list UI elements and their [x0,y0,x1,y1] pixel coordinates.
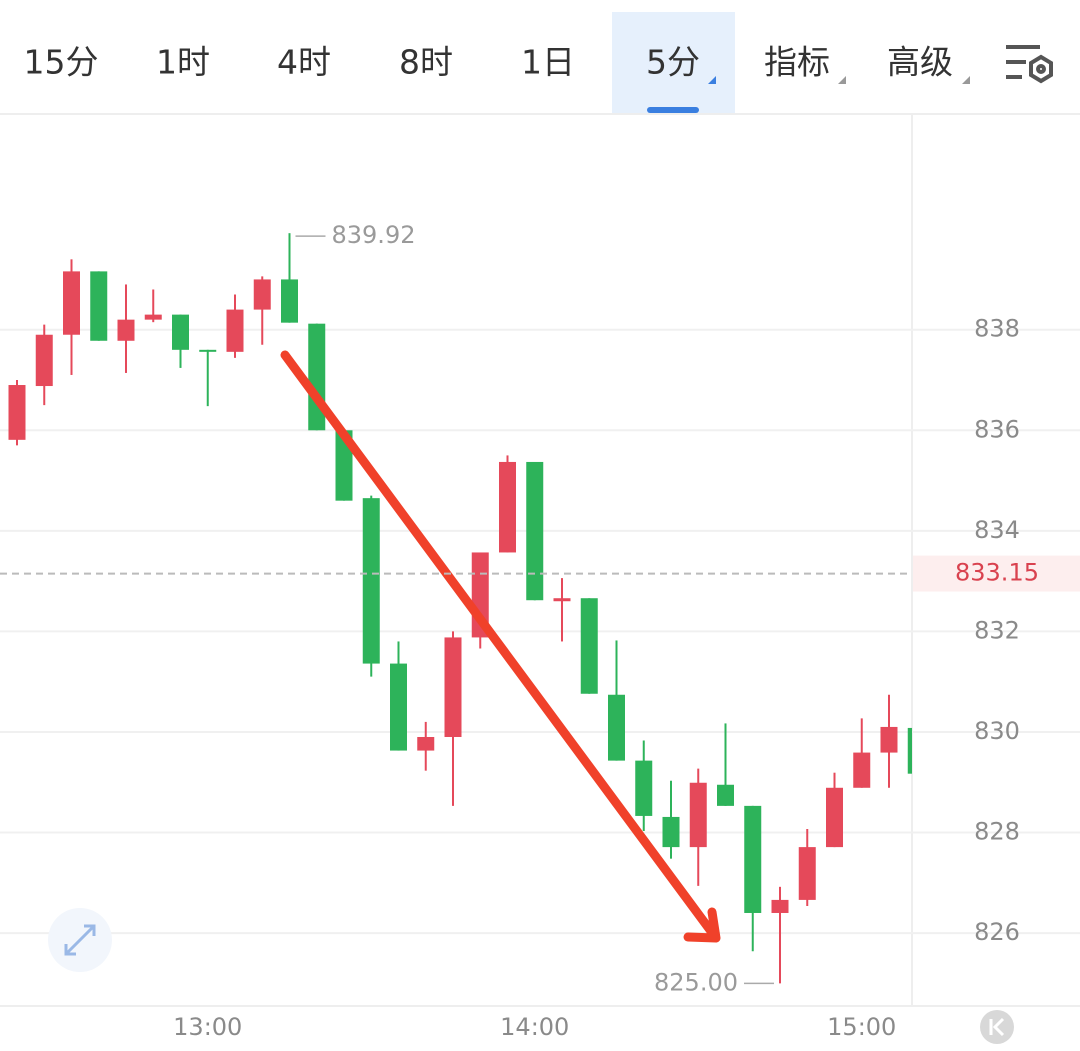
settings-icon[interactable] [1006,45,1053,84]
scroll-end-icon [989,1017,1005,1037]
candle-body [90,271,108,341]
y-tick-label: 826 [974,918,1020,946]
x-tick-label: 14:00 [500,1013,569,1041]
active-tab-bg [612,12,735,113]
x-tick-label: 15:00 [827,1013,896,1041]
candle-body [362,498,380,664]
candle-body [499,461,516,553]
candle-body [172,314,189,350]
y-tick-label: 830 [974,717,1020,745]
candle-body [771,899,789,913]
tab[interactable]: 4时 [277,43,331,82]
candle-body [144,314,162,320]
low-label: 825.00 [654,968,738,996]
tab[interactable]: 1时 [156,43,210,82]
annotation-arrow [280,350,721,943]
candle-body [390,663,407,751]
candle-body [526,461,544,601]
candle-body [308,323,326,431]
expand-icon [64,924,96,956]
candle-body [553,598,571,602]
candle-body [662,816,680,848]
candle-body [717,784,734,806]
tab[interactable]: 指标 [764,43,830,82]
x-tick-label: 13:00 [173,1013,242,1041]
candle-body [744,805,762,913]
y-tick-label: 828 [974,818,1020,846]
candle-body [281,279,298,323]
candle-body [608,694,625,761]
tab[interactable]: 高级 [887,43,953,82]
tab[interactable]: 5分 [646,43,700,82]
candle-body [635,760,653,816]
tab[interactable]: 8时 [399,43,453,82]
y-tick-label: 838 [974,315,1020,343]
candle-body [826,787,843,848]
candle-body [199,349,217,352]
last-price-bg [913,555,1080,592]
candle-body [853,752,871,788]
last-price-label: 833.15 [955,559,1039,587]
dropdown-mark [708,76,716,84]
dropdown-mark [962,76,970,84]
y-tick-label: 834 [974,516,1020,544]
candle-body [417,736,435,751]
candle-body [35,334,53,387]
candle-body [880,726,898,753]
candle-body [226,309,244,352]
candle-body [580,598,598,694]
y-tick-label: 836 [974,415,1020,443]
candle-body [117,319,135,341]
y-tick-label: 832 [974,616,1020,644]
dropdown-mark [838,76,846,84]
candle-body [253,279,271,310]
tab[interactable]: 1日 [521,43,575,82]
high-label: 839.92 [332,221,416,249]
candle-body [444,637,462,737]
tab[interactable]: 15分 [24,43,99,82]
candle-body [907,727,912,774]
candle-body [798,847,816,900]
candle-body [63,271,80,335]
candle-body [689,782,707,848]
active-tab-underline [647,107,699,113]
candle-body [8,385,26,440]
